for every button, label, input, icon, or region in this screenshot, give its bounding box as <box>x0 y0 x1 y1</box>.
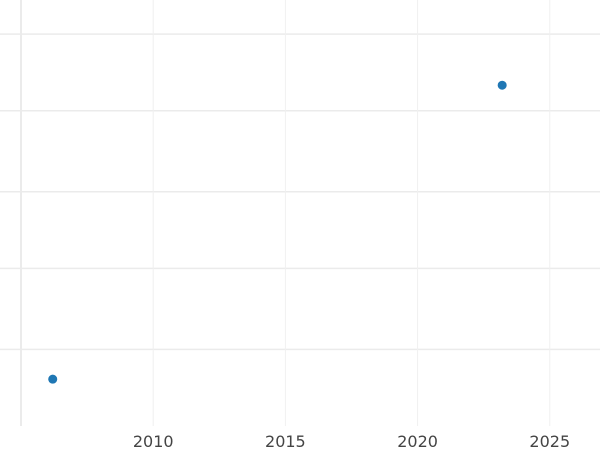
x-tick-label: 2015 <box>265 432 306 450</box>
x-tick-label: 2025 <box>529 432 570 450</box>
x-axis-ticks: 2010 2015 2020 2025 <box>133 432 570 450</box>
x-tick-label: 2020 <box>397 432 438 450</box>
x-tick-label: 2010 <box>133 432 174 450</box>
data-point <box>497 80 507 90</box>
data-points <box>48 80 507 384</box>
data-point <box>48 374 58 384</box>
grid <box>0 0 600 426</box>
